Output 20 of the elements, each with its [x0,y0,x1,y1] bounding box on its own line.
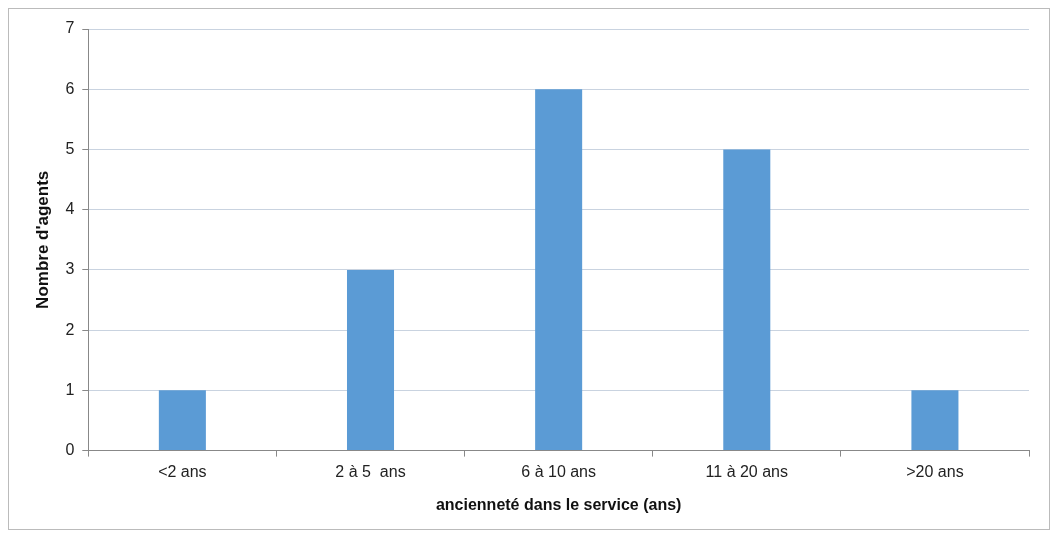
y-tick-label: 4 [65,200,75,218]
x-tick-label: >20 ans [906,462,964,480]
x-tick-label: 6 à 10 ans [521,462,597,480]
y-tick-label: 1 [65,380,75,398]
bar [346,269,395,451]
y-tick-label: 6 [65,79,75,97]
x-axis-title: ancienneté dans le service (ans) [435,495,682,513]
y-tick-label: 2 [65,320,75,338]
y-axis-title: Nombre d'agents [32,170,52,309]
bar [158,390,206,451]
x-tick-label: 11 à 20 ans [705,462,789,480]
y-tick-label: 5 [65,139,75,157]
y-tick-label: 7 [65,19,75,37]
y-tick-label: 3 [65,260,75,278]
x-tick-label: <2 ans [158,462,207,480]
bar [911,390,959,451]
x-tick-label: 2 à 5 ans [335,462,406,480]
bar [535,89,583,451]
y-tick-label: 0 [65,441,75,459]
bar [723,149,771,451]
